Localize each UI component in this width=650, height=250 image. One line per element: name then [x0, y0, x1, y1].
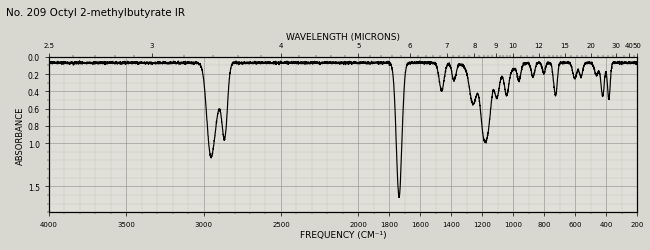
X-axis label: FREQUENCY (CM⁻¹): FREQUENCY (CM⁻¹) — [300, 230, 386, 239]
Text: No. 209 Octyl 2-methylbutyrate IR: No. 209 Octyl 2-methylbutyrate IR — [6, 8, 185, 18]
Y-axis label: ABSORBANCE: ABSORBANCE — [16, 106, 25, 164]
X-axis label: WAVELENGTH (MICRONS): WAVELENGTH (MICRONS) — [286, 33, 400, 42]
